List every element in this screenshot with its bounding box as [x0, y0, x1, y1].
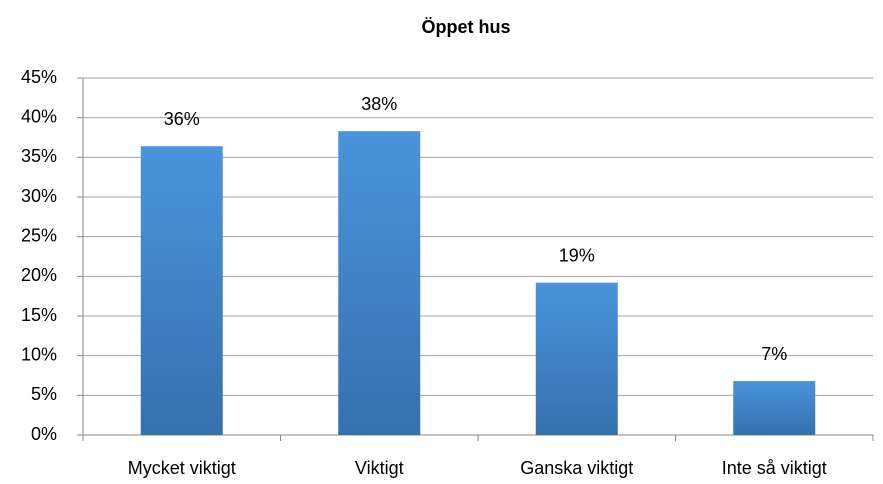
bar	[535, 282, 618, 435]
x-tick-label: Ganska viktigt	[520, 458, 633, 478]
chart-title: Öppet hus	[422, 17, 511, 37]
y-tick-label: 40%	[21, 106, 57, 126]
data-label: 7%	[761, 344, 787, 364]
bar	[338, 131, 421, 436]
y-tick-label: 30%	[21, 186, 57, 206]
bar	[733, 381, 816, 435]
x-tick-label: Viktigt	[355, 458, 404, 478]
data-label: 36%	[164, 109, 200, 129]
data-label: 38%	[361, 94, 397, 114]
y-tick-label: 20%	[21, 265, 57, 285]
x-tick-label: Inte så viktigt	[722, 458, 827, 478]
y-tick-label: 35%	[21, 146, 57, 166]
y-tick-label: 15%	[21, 305, 57, 325]
y-tick-label: 5%	[31, 384, 57, 404]
x-tick-label: Mycket viktigt	[128, 458, 236, 478]
bar	[140, 146, 223, 435]
y-tick-label: 0%	[31, 424, 57, 444]
y-tick-label: 25%	[21, 225, 57, 245]
y-tick-label: 10%	[21, 344, 57, 364]
y-tick-label: 45%	[21, 67, 57, 87]
data-label: 19%	[559, 245, 595, 265]
